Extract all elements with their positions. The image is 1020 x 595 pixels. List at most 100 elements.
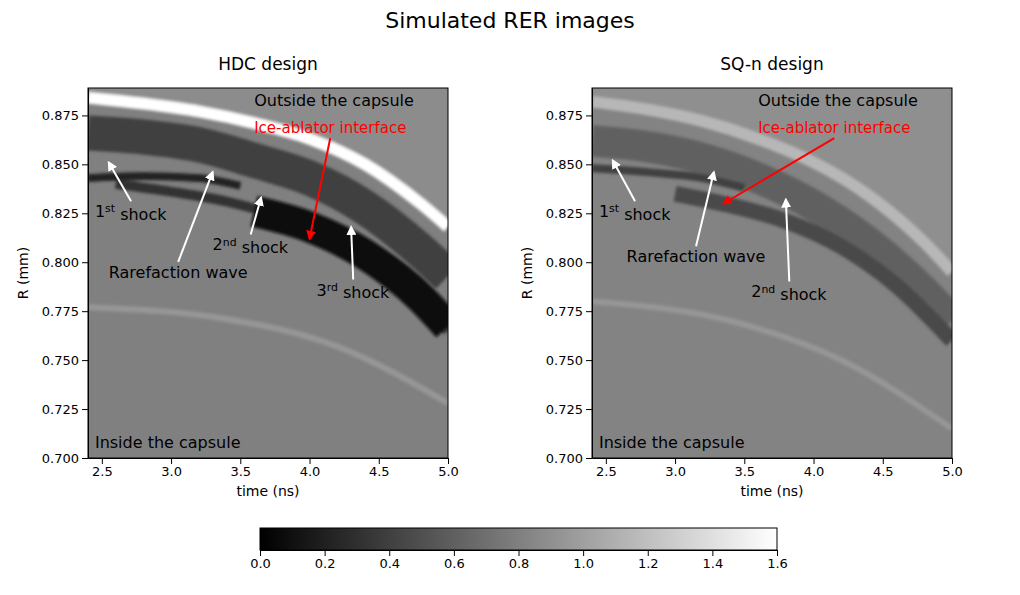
x-tick-label: 2.5 [92,464,113,479]
y-tick-mark [82,262,88,263]
text-part: shock [775,285,827,304]
x-tick: 3.5 [230,458,251,479]
colorbar-tick-mark [389,550,390,556]
band [592,168,744,188]
x-axis-title: time (ns) [236,483,299,499]
annotation: Rarefaction wave [109,263,248,282]
y-tick: 0.775 [546,304,592,319]
x-tick: 5.0 [438,458,459,479]
colorbar-tick-label: 0.2 [315,556,336,571]
y-tick: 0.700 [42,451,88,466]
annotation: Outside the capsule [254,91,414,110]
y-tick-mark [586,213,592,214]
y-tick-label: 0.700 [42,451,79,466]
panel: 2.53.03.54.04.55.00.7000.7250.7500.7750.… [519,54,963,499]
colorbar-tick: 0.8 [509,550,530,571]
colorbar-tick-mark [712,550,713,556]
y-axis-title: R (mm) [519,247,535,299]
colorbar: 0.00.20.40.60.81.01.21.41.6 [250,528,788,571]
text-part: 2 [213,235,223,254]
text-part: shock [115,205,167,224]
colorbar-tick: 1.0 [573,550,594,571]
annotations: Outside the capsule Ice-ablator interface… [95,91,414,453]
y-tick-mark [82,115,88,116]
y-tick-mark [586,262,592,263]
colorbar-tick: 1.6 [767,550,788,571]
x-tick-label: 3.0 [665,464,686,479]
y-axis-title: R (mm) [15,247,31,299]
y-tick: 0.825 [546,206,592,221]
band [88,176,240,186]
colorbar-tick: 0.0 [250,550,271,571]
x-tick: 3.0 [161,458,182,479]
y-tick-label: 0.725 [546,402,583,417]
colorbar-tick: 1.4 [703,550,724,571]
x-tick-mark [744,458,745,464]
colorbar-tick-mark [325,550,326,556]
x-tick-label: 4.0 [804,464,825,479]
image-layer [592,88,952,429]
colorbar-tick: 0.6 [444,550,465,571]
y-tick: 0.725 [546,402,592,417]
y-tick-mark [82,311,88,312]
text-part: 2 [751,282,761,301]
annotation-arrow [786,200,789,282]
y-tick-mark [586,360,592,361]
colorbar-tick-mark [583,550,584,556]
x-axis: 2.5 3.0 3.5 4.0 4.5 5.0 [89,458,459,479]
annotations: Outside the capsuleIce-ablator interface… [599,91,918,453]
plot-area [88,88,448,458]
y-tick: 0.850 [546,157,592,172]
x-tick-mark [379,458,380,464]
text-part: nd [223,236,237,249]
colorbar-tick-label: 1.0 [573,556,594,571]
x-tick-mark [675,458,676,464]
colorbar-tick-label: 0.6 [444,556,465,571]
y-tick-mark [586,409,592,410]
text-part: rd [327,281,338,294]
annotation-arrow [310,138,331,239]
y-tick: 0.875 [42,108,88,123]
colorbar-tick-mark [454,550,455,556]
x-tick-label: 3.5 [230,464,251,479]
y-tick: 0.750 [42,353,88,368]
axis-line [88,89,89,459]
annotation: Outside the capsule [758,91,918,110]
y-tick-label: 0.725 [42,402,79,417]
y-tick-label: 0.825 [42,206,79,221]
y-tick: 0.875 [546,108,592,123]
annotation: Rarefaction wave [627,247,766,266]
annotation-arrow [109,162,131,201]
y-tick: 0.825 [42,206,88,221]
figure: Simulated RER images2.53.03.54.04.55.00.… [0,0,1020,595]
y-tick: 0.800 [42,255,88,270]
x-tick-label: 4.5 [873,464,894,479]
annotation: Inside the capsule [95,433,241,452]
y-tick-mark [82,458,88,459]
x-tick-label: 4.5 [369,464,390,479]
band [88,307,448,403]
y-tick-mark [82,409,88,410]
x-tick-mark [171,458,172,464]
annotation: Ice-ablator interface [254,119,406,137]
x-tick-mark [102,458,103,464]
colorbar-tick: 0.4 [379,550,400,571]
y-tick-label: 0.825 [546,206,583,221]
plot-frame [88,88,448,458]
x-axis: 2.53.03.54.04.55.0 [593,458,963,479]
plot-area [592,88,952,458]
y-tick-label: 0.775 [42,304,79,319]
y-tick-label: 0.750 [42,353,79,368]
x-tick: 5.0 [942,458,963,479]
y-tick-label: 0.800 [546,255,583,270]
annotation-arrow [251,198,261,235]
colorbar-tick-label: 0.4 [379,556,400,571]
y-tick-mark [82,213,88,214]
y-tick-mark [586,311,592,312]
x-tick: 4.0 [300,458,321,479]
y-tick-label: 0.800 [42,255,79,270]
text-part: 1 [599,202,609,221]
x-tick-label: 4.0 [300,464,321,479]
annotation-arrow [178,172,212,262]
y-tick-mark [586,115,592,116]
